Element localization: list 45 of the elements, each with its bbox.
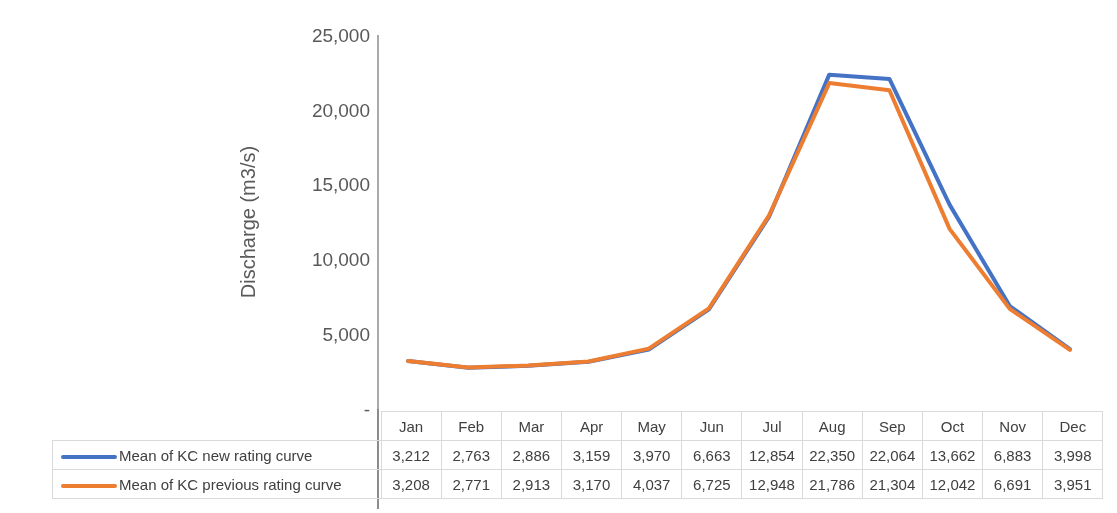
x-tick-label: Mar <box>501 411 562 441</box>
legend-label: Mean of KC new rating curve <box>52 440 381 470</box>
data-label: 6,691 <box>982 469 1043 499</box>
data-label: 2,763 <box>441 440 502 470</box>
data-label: 3,970 <box>621 440 682 470</box>
x-tick-label: Jan <box>381 411 442 441</box>
data-label: 2,771 <box>441 469 502 499</box>
x-tick-label: Aug <box>802 411 863 441</box>
legend-label: Mean of KC previous rating curve <box>52 469 381 499</box>
x-tick-label: Apr <box>561 411 622 441</box>
x-tick-label: Jun <box>681 411 742 441</box>
data-label: 3,951 <box>1042 469 1103 499</box>
data-label: 6,883 <box>982 440 1043 470</box>
x-tick-label: May <box>621 411 682 441</box>
data-label: 3,159 <box>561 440 622 470</box>
y-tick-label: 15,000 <box>311 174 370 196</box>
y-tick-label: 20,000 <box>311 99 370 121</box>
data-label: 21,786 <box>802 469 863 499</box>
x-tick-label: Dec <box>1042 411 1103 441</box>
data-label: 4,037 <box>621 469 682 499</box>
data-label: 13,662 <box>922 440 983 470</box>
data-label: 3,208 <box>381 469 442 499</box>
y-tick-label: - <box>363 398 370 420</box>
data-label: 2,913 <box>501 469 562 499</box>
y-axis-title: Discharge (m3/s) <box>237 145 260 299</box>
data-label: 3,212 <box>381 440 442 470</box>
data-label: 2,886 <box>501 440 562 470</box>
data-label: 12,042 <box>922 469 983 499</box>
y-tick-label: 5,000 <box>322 323 370 345</box>
data-label: 12,854 <box>741 440 803 470</box>
x-tick-label: Oct <box>922 411 983 441</box>
data-label: 6,725 <box>681 469 742 499</box>
data-label: 21,304 <box>862 469 923 499</box>
y-tick-label: 25,000 <box>311 24 370 46</box>
x-tick-label: Nov <box>982 411 1043 441</box>
x-tick-label: Feb <box>441 411 502 441</box>
x-tick-label: Jul <box>741 411 803 441</box>
data-label: 3,998 <box>1042 440 1103 470</box>
data-label: 6,663 <box>681 440 742 470</box>
y-tick-label: 10,000 <box>311 249 370 271</box>
data-label: 22,064 <box>862 440 923 470</box>
data-label: 22,350 <box>802 440 863 470</box>
data-label: 12,948 <box>741 469 803 499</box>
data-label: 3,170 <box>561 469 622 499</box>
x-tick-label: Sep <box>862 411 923 441</box>
